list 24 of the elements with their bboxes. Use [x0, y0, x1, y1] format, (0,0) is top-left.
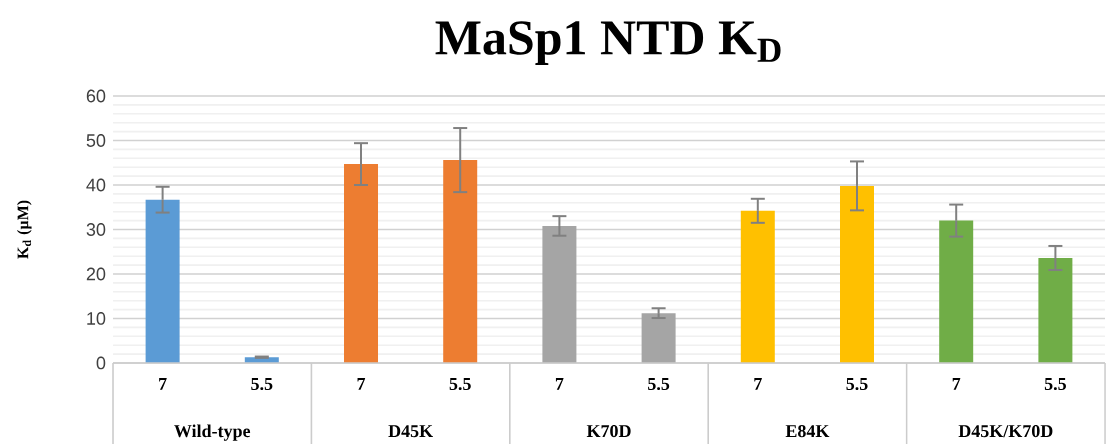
x-tick-label: 5.5 [251, 378, 273, 391]
x-tick-label: 7 [754, 378, 762, 390]
x-tick-label: 5.5 [449, 378, 471, 391]
text: K70D [586, 425, 631, 438]
y-tick-label: 20 [86, 267, 106, 281]
chart-title: MaSp1 NTD K$_{D}$ [435, 21, 781, 65]
x-tick-label: 5.5 [1044, 378, 1066, 391]
text: E84K [785, 425, 830, 438]
y-tick-label: 60 [86, 89, 106, 103]
y-tick-label: 50 [86, 134, 106, 147]
x-tick-label: 5.5 [648, 378, 670, 391]
y-tick-label: 0 [96, 356, 106, 370]
text: D45K/K70D [958, 425, 1053, 438]
x-tick-label: 7 [555, 378, 564, 390]
x-tick-label: 7 [952, 378, 961, 390]
x-tick-label: 7 [159, 378, 167, 390]
x-tick-label: 7 [357, 378, 366, 390]
text: Wild-type [174, 424, 251, 441]
text: D45K [388, 425, 433, 438]
x-tick-label: 5.5 [846, 378, 868, 391]
y-tick-label: 40 [86, 178, 106, 192]
y-axis-title: K$_{d}$ (µM) [17, 200, 32, 259]
y-tick-label: 10 [87, 312, 106, 325]
y-tick-label: 30 [86, 223, 106, 236]
